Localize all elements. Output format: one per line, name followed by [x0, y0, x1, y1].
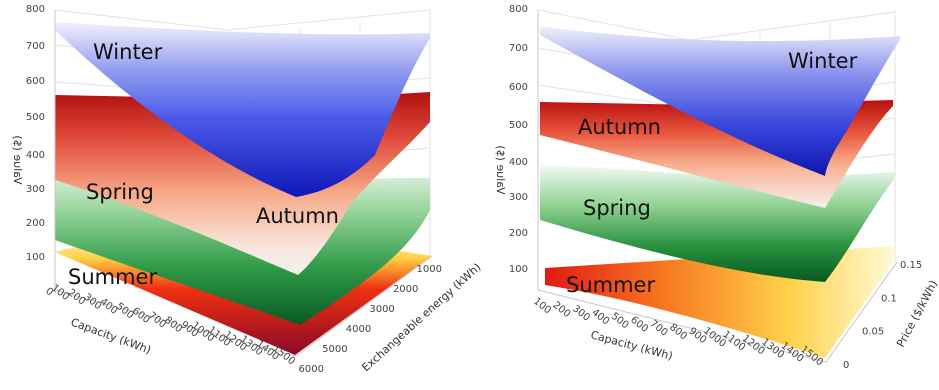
tick-label: 200	[551, 300, 573, 320]
series-label-summer: Summer	[68, 265, 157, 289]
axes-left	[54, 10, 433, 357]
y-axis-label: Price ($/kWh)	[894, 278, 939, 349]
z-tick-label: 800	[26, 4, 45, 15]
y-ticks-left: 1000 2000 3000 4000 5000 6000	[299, 264, 442, 375]
z-tick-label: 300	[509, 192, 528, 203]
z-tick-label: 400	[509, 157, 528, 168]
z-tick-label: 800	[509, 4, 528, 15]
series-label-spring: Spring	[583, 196, 651, 220]
z-axis-label: Value ($)	[494, 145, 507, 194]
z-tick-label: 400	[26, 150, 45, 161]
z-axis-label: Value ($)	[11, 135, 24, 184]
tick-label: 0.15	[900, 260, 922, 271]
tick-label: 500	[609, 311, 631, 331]
z-tick-label: 500	[26, 112, 45, 123]
series-label-autumn: Autumn	[256, 204, 339, 228]
tick-label: 5000	[322, 344, 347, 355]
surface-winter-right	[540, 26, 900, 176]
z-tick-label: 700	[26, 41, 45, 52]
tick-label: 6000	[299, 364, 324, 375]
z-tick-label: 200	[26, 218, 45, 229]
tick-label: 0	[43, 286, 55, 299]
z-tick-label: 600	[26, 76, 45, 87]
tick-label: 0	[843, 360, 849, 371]
series-label-spring: Spring	[86, 180, 154, 204]
z-ticks-right: 800 700 600 500 400 300 200 100	[509, 4, 528, 275]
tick-label: 4000	[346, 324, 371, 335]
series-label-winter: Winter	[788, 49, 858, 73]
tick-label: 2000	[393, 284, 418, 295]
series-label-winter: Winter	[93, 40, 163, 64]
z-ticks-left: 800 700 600 500 400 300 200 100	[26, 4, 45, 263]
tick-label: 100	[531, 296, 553, 316]
series-label-summer: Summer	[566, 273, 655, 297]
tick-label: 0.1	[881, 293, 897, 304]
tick-label: 3000	[369, 304, 394, 315]
chart-right: 800 700 600 500 400 300 200 100 Value ($…	[494, 4, 939, 371]
chart-left: 800 700 600 500 400 300 200 100 Value ($…	[11, 4, 484, 375]
z-tick-label: 200	[509, 228, 528, 239]
tick-label: 1000	[417, 264, 442, 275]
tick-label: 0.05	[862, 327, 884, 338]
tick-label: 800	[667, 322, 689, 342]
z-tick-label: 100	[26, 252, 45, 263]
surface-winter-left	[55, 22, 430, 197]
z-tick-label: 500	[509, 120, 528, 131]
tick-label: 300	[570, 303, 592, 323]
series-label-autumn: Autumn	[578, 115, 661, 139]
tick-label: 400	[589, 307, 611, 327]
z-tick-label: 600	[509, 82, 528, 93]
z-tick-label: 700	[509, 43, 528, 54]
z-tick-label: 300	[26, 184, 45, 195]
y-ticks-right: 0 0.05 0.1 0.15	[843, 260, 922, 371]
z-tick-label: 100	[509, 264, 528, 275]
tick-label: 700	[648, 318, 670, 338]
axes-right	[537, 10, 898, 363]
